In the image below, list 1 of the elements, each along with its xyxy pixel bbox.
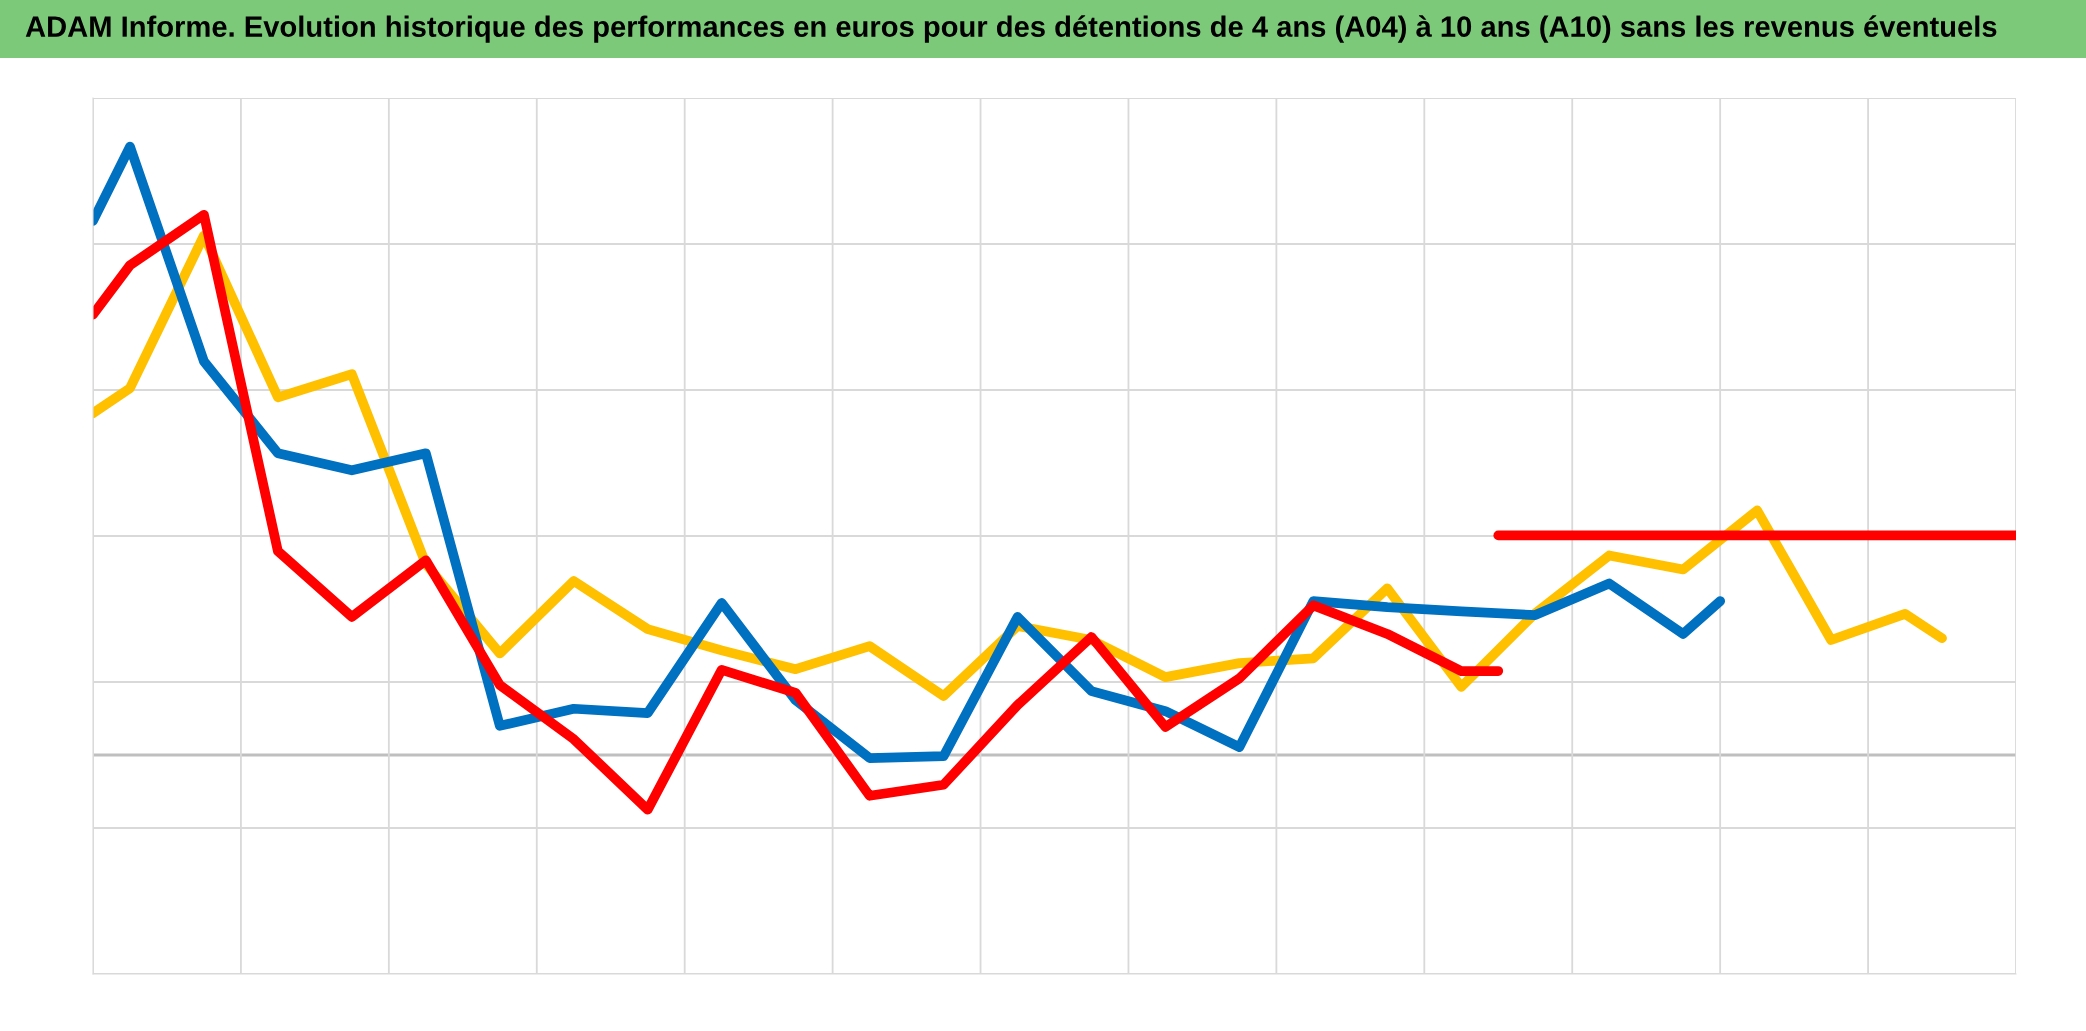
chart-title: ADAM Informe. Evolution historique des performances en euros pour des détentions de 4 ans (A04) à 10 ans (A10) sans les revenus éventuels (25, 15, 1997, 43)
